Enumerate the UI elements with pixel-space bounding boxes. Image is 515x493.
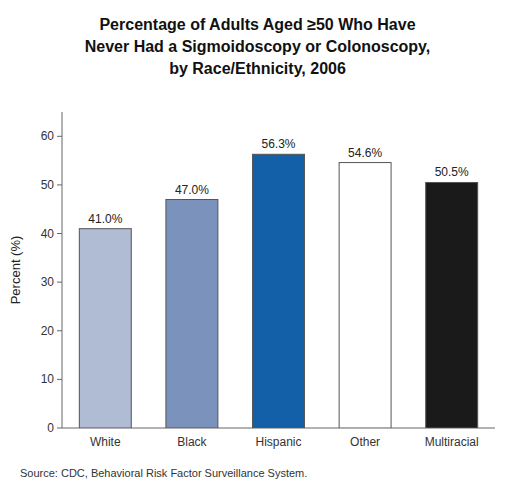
chart: Percentage of Adults Aged ≥50 Who HaveNe… [0,0,515,493]
y-tick [57,428,62,429]
data-label: 56.3% [261,137,295,151]
y-tick-label: 40 [41,227,55,241]
y-tick-label: 0 [47,421,54,435]
x-tick-label: Black [177,435,207,449]
bar [166,200,218,428]
source-note: Source: CDC, Behavioral Risk Factor Surv… [20,467,307,479]
bar [339,163,391,428]
y-axis: 0 10 20 30 40 50 60 [41,112,62,435]
data-label: 47.0% [175,183,209,197]
title: Percentage of Adults Aged ≥50 Who HaveNe… [85,16,431,77]
y-tick-label: 10 [41,372,55,386]
y-tick-label: 60 [41,129,55,143]
y-tick-label: 50 [41,178,55,192]
y-tick [57,330,62,331]
y-tick [57,136,62,137]
y-tick [57,379,62,380]
y-tick-label: 20 [41,324,55,338]
x-tick-label: White [90,435,121,449]
bar [426,182,478,428]
bar [253,154,305,428]
x-tick-label: Multiracial [425,435,479,449]
x-tick-label: Other [350,435,380,449]
data-label: 50.5% [435,165,469,179]
data-label: 41.0% [88,212,122,226]
data-label: 54.6% [348,146,382,160]
y-tick [57,184,62,185]
y-tick [57,233,62,234]
y-tick [57,282,62,283]
bar [79,229,131,428]
y-axis-line [62,112,63,428]
y-axis-label: Percent (%) [8,236,23,305]
y-tick-label: 30 [41,275,55,289]
x-tick-label: Hispanic [255,435,301,449]
bars [79,154,477,428]
